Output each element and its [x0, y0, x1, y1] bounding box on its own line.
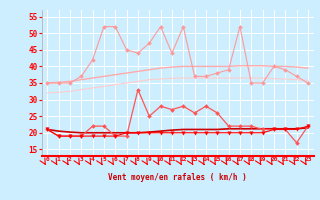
X-axis label: Vent moyen/en rafales ( km/h ): Vent moyen/en rafales ( km/h ) [108, 173, 247, 182]
